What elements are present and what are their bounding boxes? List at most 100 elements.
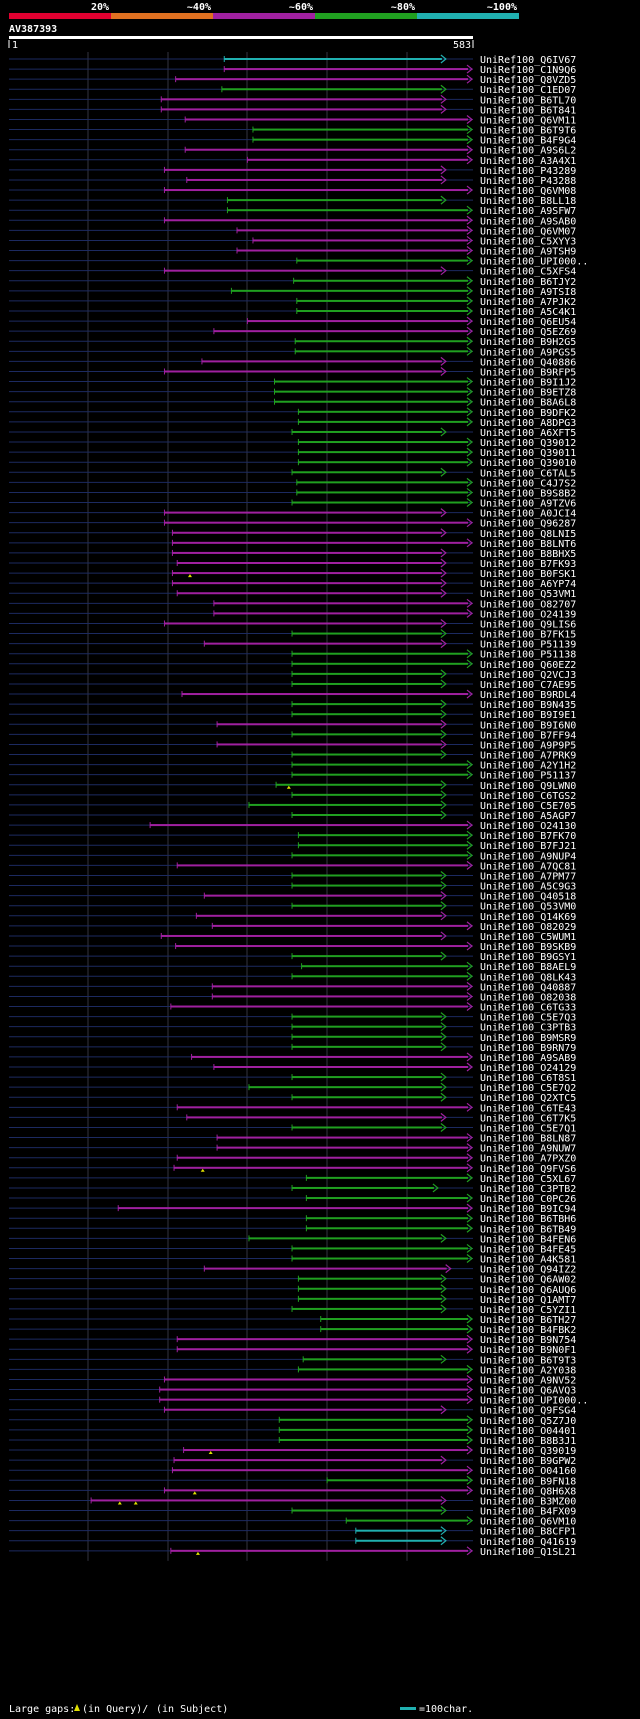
hit-label[interactable]: UniRef100_Q6EU54: [480, 317, 576, 328]
hit-label[interactable]: UniRef100_A9NUP4: [480, 851, 576, 862]
hit-label[interactable]: UniRef100_A6XFT5: [480, 428, 576, 439]
hit-label[interactable]: UniRef100_B9GPW2: [480, 1456, 576, 1467]
hit-label[interactable]: UniRef100_Q39019: [480, 1446, 576, 1457]
hit-label[interactable]: UniRef100_B9RFP5: [480, 367, 576, 378]
hit-label[interactable]: UniRef100_A7PRK9: [480, 751, 576, 762]
hit-label[interactable]: UniRef100_B7FF94: [480, 730, 576, 741]
hit-label[interactable]: UniRef100_P43289: [480, 166, 576, 177]
hit-label[interactable]: UniRef100_A9TSH9: [480, 247, 576, 258]
hit-label[interactable]: UniRef100_Q6AW02: [480, 1275, 576, 1286]
hit-label[interactable]: UniRef100_B7FJ21: [480, 841, 576, 852]
hit-label[interactable]: UniRef100_B9FN18: [480, 1476, 576, 1487]
hit-label[interactable]: UniRef100_C5YZI1: [480, 1305, 576, 1316]
hit-label[interactable]: UniRef100_B9DFK2: [480, 408, 576, 419]
hit-label[interactable]: UniRef100_B8A6L8: [480, 398, 576, 409]
hit-label[interactable]: UniRef100_P43288: [480, 176, 576, 187]
hit-label[interactable]: UniRef100_A0JCI4: [480, 509, 576, 520]
hit-label[interactable]: UniRef100_A9NV52: [480, 1375, 576, 1386]
hit-label[interactable]: UniRef100_Q8VZD5: [480, 75, 576, 86]
hit-label[interactable]: UniRef100_B9MSR9: [480, 1033, 576, 1044]
hit-label[interactable]: UniRef100_C3PTB2: [480, 1184, 576, 1195]
hit-label[interactable]: UniRef100_A7PJK2: [480, 297, 576, 308]
hit-label[interactable]: UniRef100_B9N754: [480, 1335, 576, 1346]
hit-label[interactable]: UniRef100_Q41619: [480, 1537, 576, 1548]
hit-label[interactable]: UniRef100_A9NUW7: [480, 1144, 576, 1155]
hit-label[interactable]: UniRef100_Q1SL21: [480, 1547, 576, 1558]
hit-label[interactable]: UniRef100_P51139: [480, 640, 576, 651]
hit-label[interactable]: UniRef100_C6T8S1: [480, 1073, 576, 1084]
hit-label[interactable]: UniRef100_B9RDL4: [480, 690, 576, 701]
hit-label[interactable]: UniRef100_B6TB49: [480, 1224, 576, 1235]
hit-label[interactable]: UniRef100_Q60EZ2: [480, 660, 576, 671]
hit-label[interactable]: UniRef100_Q8H6X8: [480, 1486, 576, 1497]
hit-label[interactable]: UniRef100_B4FE45: [480, 1244, 576, 1255]
hit-label[interactable]: UniRef100_B6T9T6: [480, 126, 576, 137]
hit-label[interactable]: UniRef100_Q6VM07: [480, 226, 576, 237]
hit-label[interactable]: UniRef100_B7FK70: [480, 831, 576, 842]
hit-label[interactable]: UniRef100_UPI000..: [480, 257, 588, 268]
hit-label[interactable]: UniRef100_Q39012: [480, 438, 576, 449]
hit-label[interactable]: UniRef100_B6TH27: [480, 1315, 576, 1326]
hit-label[interactable]: UniRef100_B9RN79: [480, 1043, 576, 1054]
hit-label[interactable]: UniRef100_B6T841: [480, 105, 576, 116]
hit-label[interactable]: UniRef100_B8CFP1: [480, 1527, 576, 1538]
hit-label[interactable]: UniRef100_Q6AUQ6: [480, 1285, 576, 1296]
hit-label[interactable]: UniRef100_C5XYY3: [480, 236, 576, 247]
hit-label[interactable]: UniRef100_B8BHX5: [480, 549, 576, 560]
hit-label[interactable]: UniRef100_Q6AVQ3: [480, 1386, 576, 1397]
hit-label[interactable]: UniRef100_Q1AMT7: [480, 1295, 576, 1306]
hit-label[interactable]: UniRef100_O04160: [480, 1466, 576, 1477]
hit-label[interactable]: UniRef100_B9ETZ8: [480, 388, 576, 399]
hit-label[interactable]: UniRef100_B9N435: [480, 700, 576, 711]
hit-label[interactable]: UniRef100_C6T7K5: [480, 1113, 576, 1124]
hit-label[interactable]: UniRef100_B9N0F1: [480, 1345, 576, 1356]
hit-label[interactable]: UniRef100_A9S6L2: [480, 146, 576, 157]
hit-label[interactable]: UniRef100_O24130: [480, 821, 576, 832]
hit-label[interactable]: UniRef100_B7FK93: [480, 559, 576, 570]
hit-label[interactable]: UniRef100_B9S8B2: [480, 488, 576, 499]
hit-label[interactable]: UniRef100_Q2XTC5: [480, 1093, 576, 1104]
hit-label[interactable]: UniRef100_O82707: [480, 599, 576, 610]
hit-label[interactable]: UniRef100_Q9LIS6: [480, 619, 576, 630]
hit-label[interactable]: UniRef100_C5XL67: [480, 1174, 576, 1185]
hit-label[interactable]: UniRef100_Q2VCJ3: [480, 670, 576, 681]
hit-label[interactable]: UniRef100_Q5Z7J0: [480, 1416, 576, 1427]
hit-label[interactable]: UniRef100_Q5EZ69: [480, 327, 576, 338]
hit-label[interactable]: UniRef100_C6TG33: [480, 1003, 576, 1014]
hit-label[interactable]: UniRef100_C5E705: [480, 801, 576, 812]
hit-label[interactable]: UniRef100_A4K581: [480, 1255, 576, 1266]
hit-label[interactable]: UniRef100_A8DPG3: [480, 418, 576, 429]
hit-label[interactable]: UniRef100_B9H2G5: [480, 337, 576, 348]
hit-label[interactable]: UniRef100_B8LNT6: [480, 539, 576, 550]
hit-label[interactable]: UniRef100_Q14K69: [480, 912, 576, 923]
hit-label[interactable]: UniRef100_C7AE95: [480, 680, 576, 691]
hit-label[interactable]: UniRef100_A5C9G3: [480, 882, 576, 893]
hit-label[interactable]: UniRef100_Q8LK43: [480, 972, 576, 983]
hit-label[interactable]: UniRef100_Q40887: [480, 982, 576, 993]
hit-label[interactable]: UniRef100_C5XFS4: [480, 267, 576, 278]
hit-label[interactable]: UniRef100_A9TSI8: [480, 287, 576, 298]
hit-label[interactable]: UniRef100_A5C4K1: [480, 307, 576, 318]
hit-label[interactable]: UniRef100_B9SKB9: [480, 942, 576, 953]
hit-label[interactable]: UniRef100_B9I9E1: [480, 710, 576, 721]
hit-label[interactable]: UniRef100_Q40518: [480, 892, 576, 903]
hit-label[interactable]: UniRef100_A6YP74: [480, 579, 576, 590]
hit-label[interactable]: UniRef100_A2Y1H2: [480, 761, 576, 772]
hit-label[interactable]: UniRef100_C3PTB3: [480, 1023, 576, 1034]
hit-label[interactable]: UniRef100_A3A4X1: [480, 156, 576, 167]
hit-label[interactable]: UniRef100_O82029: [480, 922, 576, 933]
hit-label[interactable]: UniRef100_B8LN87: [480, 1134, 576, 1145]
hit-label[interactable]: UniRef100_C0PC26: [480, 1194, 576, 1205]
hit-label[interactable]: UniRef100_C5E7Q2: [480, 1083, 576, 1094]
hit-label[interactable]: UniRef100_B7FK15: [480, 630, 576, 641]
hit-label[interactable]: UniRef100_Q96287: [480, 519, 576, 530]
hit-label[interactable]: UniRef100_B0FSK1: [480, 569, 576, 580]
hit-label[interactable]: UniRef100_A5AGP7: [480, 811, 576, 822]
hit-label[interactable]: UniRef100_Q6VM08: [480, 186, 576, 197]
hit-label[interactable]: UniRef100_B9IC94: [480, 1204, 576, 1215]
hit-label[interactable]: UniRef100_B6T9T3: [480, 1355, 576, 1366]
hit-label[interactable]: UniRef100_B8AEL9: [480, 962, 576, 973]
hit-label[interactable]: UniRef100_B4FBK2: [480, 1325, 576, 1336]
hit-label[interactable]: UniRef100_C5WUM1: [480, 932, 576, 943]
hit-label[interactable]: UniRef100_P51137: [480, 771, 576, 782]
